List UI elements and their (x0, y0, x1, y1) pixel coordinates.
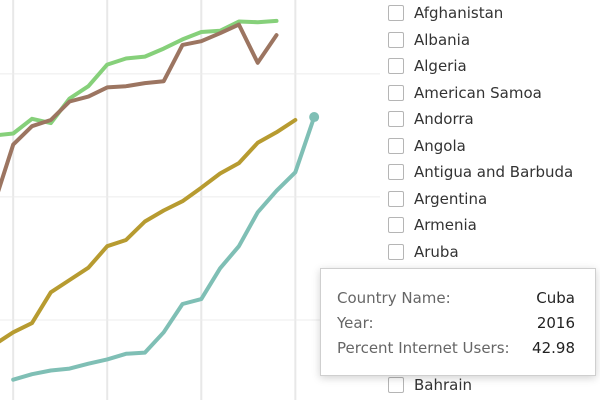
tooltip-country-value: Cuba (536, 289, 575, 307)
country-filter-list: Afghanistan Albania Algeria American Sam… (388, 0, 600, 400)
checkbox[interactable] (388, 138, 404, 154)
filter-item-american-samoa[interactable]: American Samoa (388, 82, 600, 104)
filter-item-armenia[interactable]: Armenia (388, 214, 600, 236)
filter-item-bahrain[interactable]: Bahrain (388, 374, 600, 396)
tooltip-percent-label: Percent Internet Users: (337, 339, 510, 357)
tooltip-row-country: Country Name: Cuba (337, 289, 575, 309)
chart-series (0, 18, 320, 382)
filter-item-label: Algeria (414, 57, 467, 75)
checkbox[interactable] (388, 191, 404, 207)
filter-item-label: Aruba (414, 243, 459, 261)
series-line-1[interactable] (0, 18, 279, 137)
series-line-2[interactable] (0, 22, 279, 204)
filter-item-label: Antigua and Barbuda (414, 163, 574, 181)
tooltip-year-label: Year: (337, 314, 374, 332)
filter-item-label: American Samoa (414, 84, 542, 102)
checkbox[interactable] (388, 244, 404, 260)
filter-item-angola[interactable]: Angola (388, 135, 600, 157)
checkbox[interactable] (388, 58, 404, 74)
filter-item-label: Bahrain (414, 376, 473, 394)
checkbox[interactable] (388, 164, 404, 180)
series-line-3[interactable] (0, 118, 298, 345)
highlighted-data-point[interactable] (309, 112, 320, 123)
data-point-tooltip: Country Name: Cuba Year: 2016 Percent In… (320, 268, 596, 376)
checkbox[interactable] (388, 32, 404, 48)
tooltip-row-percent: Percent Internet Users: 42.98 (337, 339, 575, 359)
filter-item-label: Albania (414, 31, 471, 49)
filter-item-label: Andorra (414, 110, 474, 128)
filter-item-afghanistan[interactable]: Afghanistan (388, 2, 600, 24)
checkbox[interactable] (388, 217, 404, 233)
filter-item-label: Armenia (414, 216, 477, 234)
checkbox[interactable] (388, 85, 404, 101)
checkbox[interactable] (388, 377, 404, 393)
checkbox[interactable] (388, 5, 404, 21)
tooltip-year-value: 2016 (536, 314, 575, 332)
checkbox[interactable] (388, 111, 404, 127)
filter-item-aruba[interactable]: Aruba (388, 241, 600, 263)
filter-item-andorra[interactable]: Andorra (388, 108, 600, 130)
tooltip-percent-value: 42.98 (532, 339, 575, 357)
filter-item-algeria[interactable]: Algeria (388, 55, 600, 77)
tooltip-country-label: Country Name: (337, 289, 451, 307)
filter-item-argentina[interactable]: Argentina (388, 188, 600, 210)
filter-item-label: Afghanistan (414, 4, 504, 22)
tooltip-row-year: Year: 2016 (337, 314, 575, 334)
filter-item-antigua-and-barbuda[interactable]: Antigua and Barbuda (388, 161, 600, 183)
filter-item-label: Argentina (414, 190, 488, 208)
filter-item-label: Angola (414, 137, 466, 155)
series-line-4[interactable] (11, 115, 317, 382)
filter-item-albania[interactable]: Albania (388, 29, 600, 51)
line-chart (0, 0, 380, 400)
